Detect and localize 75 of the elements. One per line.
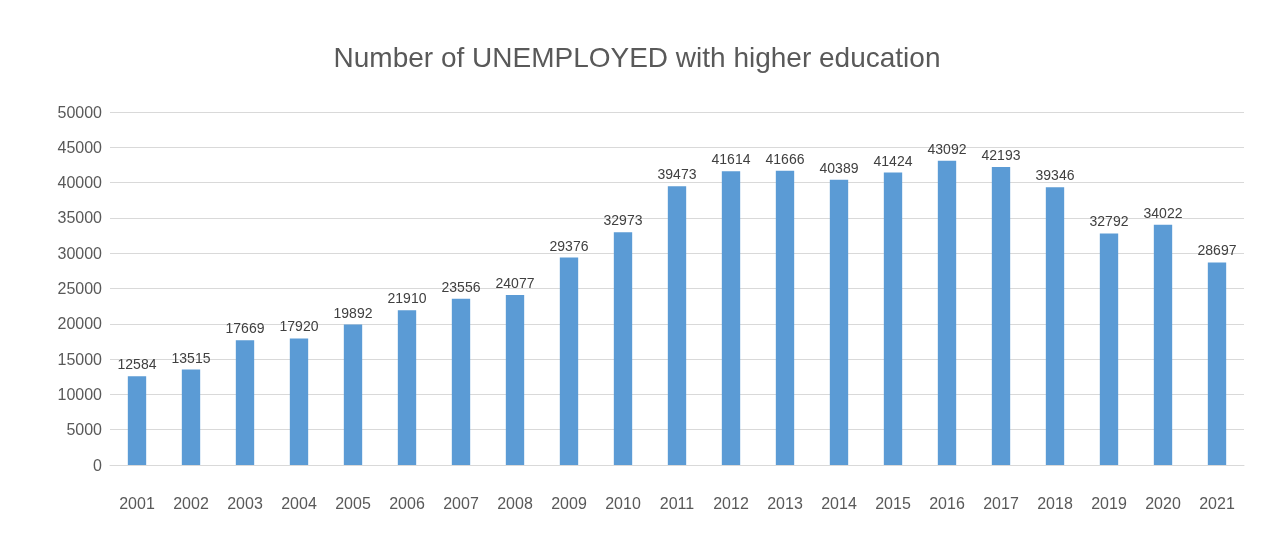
bar <box>1099 233 1119 465</box>
data-label: 17920 <box>279 318 319 335</box>
data-label: 41424 <box>873 152 913 169</box>
data-label: 40389 <box>819 159 859 176</box>
data-label: 32973 <box>603 212 643 229</box>
bar <box>181 369 201 465</box>
bar <box>721 171 741 465</box>
x-tick-label: 2010 <box>605 494 641 512</box>
data-label: 28697 <box>1197 242 1237 259</box>
x-tick-label: 2018 <box>1037 494 1073 512</box>
data-label: 23556 <box>441 278 481 295</box>
bar <box>127 376 147 465</box>
y-tick-label: 10000 <box>57 385 103 403</box>
x-tick-label: 2006 <box>389 494 425 512</box>
x-tick-label: 2016 <box>929 494 965 512</box>
bar <box>451 298 471 465</box>
x-tick-label: 2013 <box>767 494 803 512</box>
data-label: 19892 <box>333 304 373 321</box>
bar <box>235 340 255 465</box>
y-tick-label: 45000 <box>57 138 103 156</box>
bar <box>1153 224 1173 465</box>
x-tick-label: 2009 <box>551 494 587 512</box>
bar <box>343 324 363 465</box>
bar <box>991 167 1011 465</box>
y-tick-label: 40000 <box>57 174 103 192</box>
x-tick-label: 2021 <box>1199 494 1235 512</box>
y-tick-label: 5000 <box>66 421 103 439</box>
data-label: 39346 <box>1035 167 1075 184</box>
data-label: 43092 <box>927 140 967 157</box>
data-label: 21910 <box>387 290 427 307</box>
x-tick-label: 2020 <box>1145 494 1181 512</box>
y-tick-label: 0 <box>93 456 103 474</box>
bar <box>883 172 903 465</box>
data-label: 29376 <box>549 237 589 254</box>
x-tick-label: 2015 <box>875 494 911 512</box>
bar <box>505 295 525 465</box>
bar <box>289 338 309 465</box>
y-tick-label: 35000 <box>57 209 103 227</box>
x-tick-label: 2008 <box>497 494 533 512</box>
x-tick-label: 2014 <box>821 494 857 512</box>
x-tick-label: 2019 <box>1091 494 1127 512</box>
x-tick-label: 2012 <box>713 494 749 512</box>
x-tick-label: 2001 <box>119 494 155 512</box>
bar <box>397 310 417 465</box>
data-label: 24077 <box>495 275 535 292</box>
data-label: 42193 <box>981 147 1021 164</box>
x-tick-label: 2003 <box>227 494 263 512</box>
bar <box>1207 262 1227 465</box>
data-label: 34022 <box>1143 204 1183 221</box>
data-label: 17669 <box>225 320 265 337</box>
x-tick-label: 2002 <box>173 494 209 512</box>
data-label: 32792 <box>1089 213 1129 230</box>
x-tick-label: 2007 <box>443 494 479 512</box>
x-tick-label: 2005 <box>335 494 371 512</box>
bar <box>937 160 957 465</box>
x-tick-label: 2004 <box>281 494 317 512</box>
y-tick-label: 15000 <box>57 350 103 368</box>
bar <box>775 170 795 465</box>
bar <box>667 186 687 465</box>
data-label: 41614 <box>711 151 751 168</box>
data-label: 13515 <box>171 349 211 366</box>
x-tick-label: 2011 <box>659 494 695 512</box>
data-label: 12584 <box>117 356 157 373</box>
bar <box>613 232 633 465</box>
y-tick-label: 30000 <box>57 244 103 262</box>
y-tick-label: 20000 <box>57 315 103 333</box>
data-label: 39473 <box>657 166 697 183</box>
data-label: 41666 <box>765 150 805 167</box>
bar <box>559 257 579 465</box>
y-tick-label: 50000 <box>57 103 103 121</box>
y-tick-label: 25000 <box>57 280 103 297</box>
x-tick-label: 2017 <box>983 494 1019 512</box>
chart-title: Number of UNEMPLOYED with higher education <box>333 41 941 73</box>
bar <box>1045 187 1065 465</box>
bar <box>829 179 849 465</box>
